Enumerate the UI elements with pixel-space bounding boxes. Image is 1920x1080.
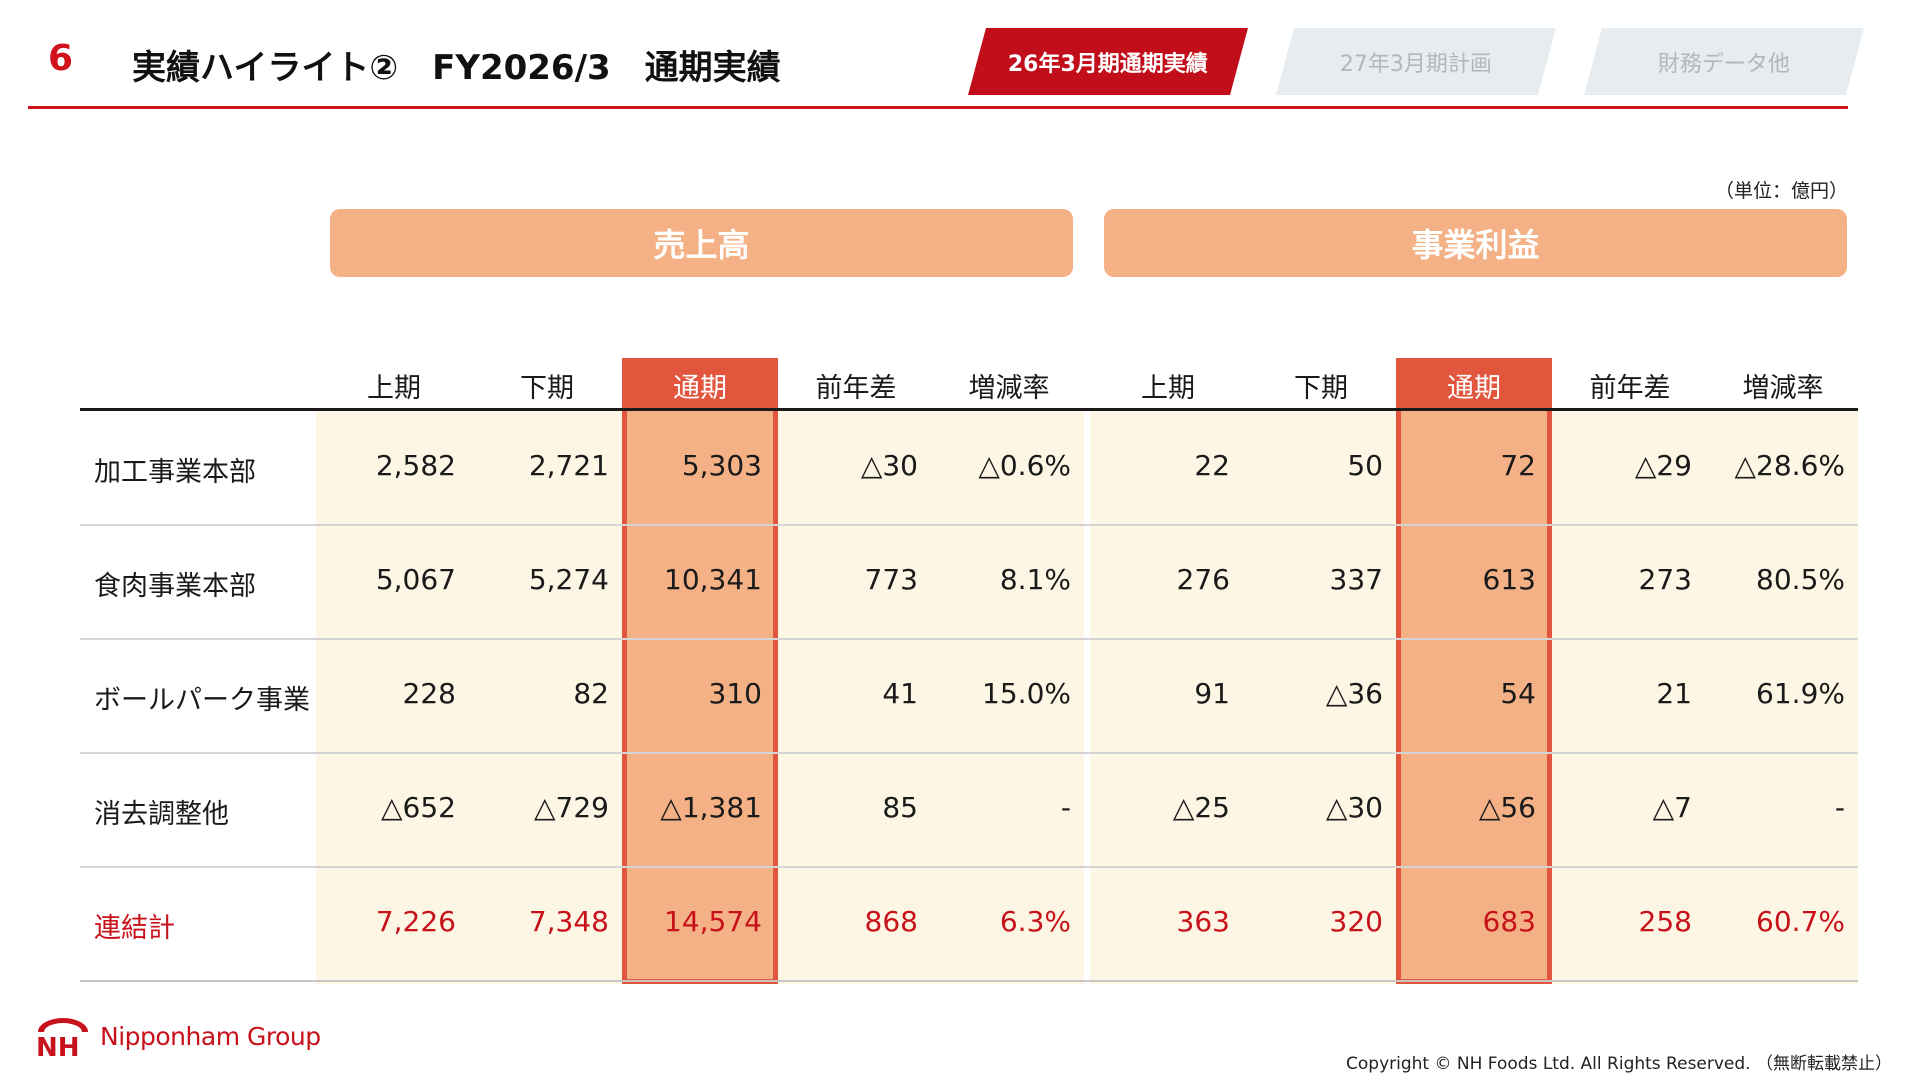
table-cell: 60.7%	[1756, 905, 1845, 938]
table-cell: 7,226	[375, 905, 456, 938]
column-bg-sales-diff	[778, 410, 1084, 984]
table-cell: △7	[1652, 791, 1692, 824]
page-number: 6	[48, 38, 74, 79]
section-header-sales: 売上高	[330, 209, 1073, 277]
table-cell: -	[1834, 791, 1845, 824]
table-cell: 85	[882, 791, 918, 824]
table-bottom-rule	[80, 980, 1858, 982]
nh-logo-icon: NH	[36, 1018, 88, 1058]
table-cell: 82	[573, 677, 609, 710]
tab-fy2027-plan[interactable]: 27年3月期計画	[1276, 28, 1556, 95]
table-cell: 5,274	[528, 563, 609, 596]
col-header-profit-yoy-rate: 増減率	[1742, 373, 1824, 404]
table-cell: 50	[1347, 449, 1383, 482]
table-cell: △25	[1172, 791, 1230, 824]
table-cell: 310	[708, 677, 762, 710]
table-cell: 337	[1329, 563, 1383, 596]
col-header-sales-fullyear: 通期	[673, 373, 727, 404]
column-bg-profit-halves	[1090, 410, 1396, 984]
table-cell: △36	[1325, 677, 1383, 710]
table-cell: 5,067	[375, 563, 456, 596]
row-divider	[80, 752, 1858, 754]
table-cell: 72	[1500, 449, 1536, 482]
table-cell: 91	[1194, 677, 1230, 710]
table-cell: 5,303	[681, 449, 762, 482]
col-header-sales-h1: 上期	[367, 373, 421, 404]
nipponham-logo: NH Nipponham Group	[34, 1014, 321, 1058]
table-cell: 2,582	[375, 449, 456, 482]
table-cell: 61.9%	[1756, 677, 1845, 710]
logo-text: Nipponham Group	[100, 1021, 321, 1051]
page-title: 実績ハイライト② FY2026/3 通期実績	[132, 48, 781, 88]
row-divider	[80, 524, 1858, 526]
table-cell: 683	[1482, 905, 1536, 938]
table-cell: △1,381	[660, 791, 762, 824]
table-cell: 363	[1176, 905, 1230, 938]
table-header-rule	[80, 408, 1858, 411]
row-divider	[80, 638, 1858, 640]
section-header-profit: 事業利益	[1104, 209, 1847, 277]
col-header-profit-fullyear: 通期	[1447, 373, 1501, 404]
table-cell: △729	[534, 791, 609, 824]
table-cell: 613	[1482, 563, 1536, 596]
table-cell: 54	[1500, 677, 1536, 710]
table-cell: 320	[1329, 905, 1383, 938]
tab-financial-data[interactable]: 財務データ他	[1584, 28, 1864, 95]
table-cell: 10,341	[664, 563, 762, 596]
table-cell: △0.6%	[978, 449, 1071, 482]
row-label: 消去調整他	[94, 799, 229, 830]
col-header-sales-h2: 下期	[520, 373, 574, 404]
tab-label: 27年3月期計画	[1340, 51, 1492, 77]
table-cell: 773	[864, 563, 918, 596]
col-header-profit-h2: 下期	[1294, 373, 1348, 404]
col-header-profit-yoy-diff: 前年差	[1589, 373, 1671, 404]
row-label: 食肉事業本部	[94, 571, 256, 602]
table-cell: 228	[402, 677, 456, 710]
table-cell: 868	[864, 905, 918, 938]
table-cell: △30	[860, 449, 918, 482]
row-label: 加工事業本部	[94, 457, 256, 488]
highlight-column-sales-fullyear	[622, 358, 778, 984]
table-cell: 21	[1656, 677, 1692, 710]
tab-fy2026-results[interactable]: 26年3月期通期実績	[968, 28, 1248, 95]
row-label: 連結計	[94, 913, 175, 944]
table-cell: 273	[1638, 563, 1692, 596]
highlight-column-profit-fullyear	[1396, 358, 1552, 984]
table-cell: -	[1060, 791, 1071, 824]
table-cell: △30	[1325, 791, 1383, 824]
table-cell: 80.5%	[1756, 563, 1845, 596]
table-cell: 258	[1638, 905, 1692, 938]
table-cell: 7,348	[528, 905, 609, 938]
highlight-header-profit-fullyear	[1396, 358, 1552, 410]
svg-text:NH: NH	[36, 1033, 80, 1058]
column-bg-sales-halves	[316, 410, 622, 984]
col-header-sales-yoy-rate: 増減率	[968, 373, 1050, 404]
tab-label: 26年3月期通期実績	[1008, 51, 1208, 77]
row-divider	[80, 866, 1858, 868]
copyright-text: Copyright © NH Foods Ltd. All Rights Res…	[1346, 1054, 1892, 1074]
table-cell: △56	[1478, 791, 1536, 824]
table-cell: 2,721	[528, 449, 609, 482]
table-cell: 6.3%	[999, 905, 1071, 938]
table-cell: △28.6%	[1734, 449, 1845, 482]
tab-label: 財務データ他	[1657, 51, 1790, 77]
unit-note: （単位：億円）	[1714, 180, 1848, 202]
table-cell: 22	[1194, 449, 1230, 482]
table-cell: 15.0%	[982, 677, 1071, 710]
column-bg-profit-diff	[1552, 410, 1858, 984]
highlight-header-sales-fullyear	[622, 358, 778, 410]
table-cell: 8.1%	[999, 563, 1071, 596]
header-divider	[28, 106, 1848, 109]
table-cell: 41	[882, 677, 918, 710]
table-cell: 14,574	[664, 905, 762, 938]
col-header-sales-yoy-diff: 前年差	[815, 373, 897, 404]
table-cell: △29	[1634, 449, 1692, 482]
table-cell: △652	[381, 791, 456, 824]
row-label: ボールパーク事業	[94, 685, 310, 716]
col-header-profit-h1: 上期	[1141, 373, 1195, 404]
table-cell: 276	[1176, 563, 1230, 596]
